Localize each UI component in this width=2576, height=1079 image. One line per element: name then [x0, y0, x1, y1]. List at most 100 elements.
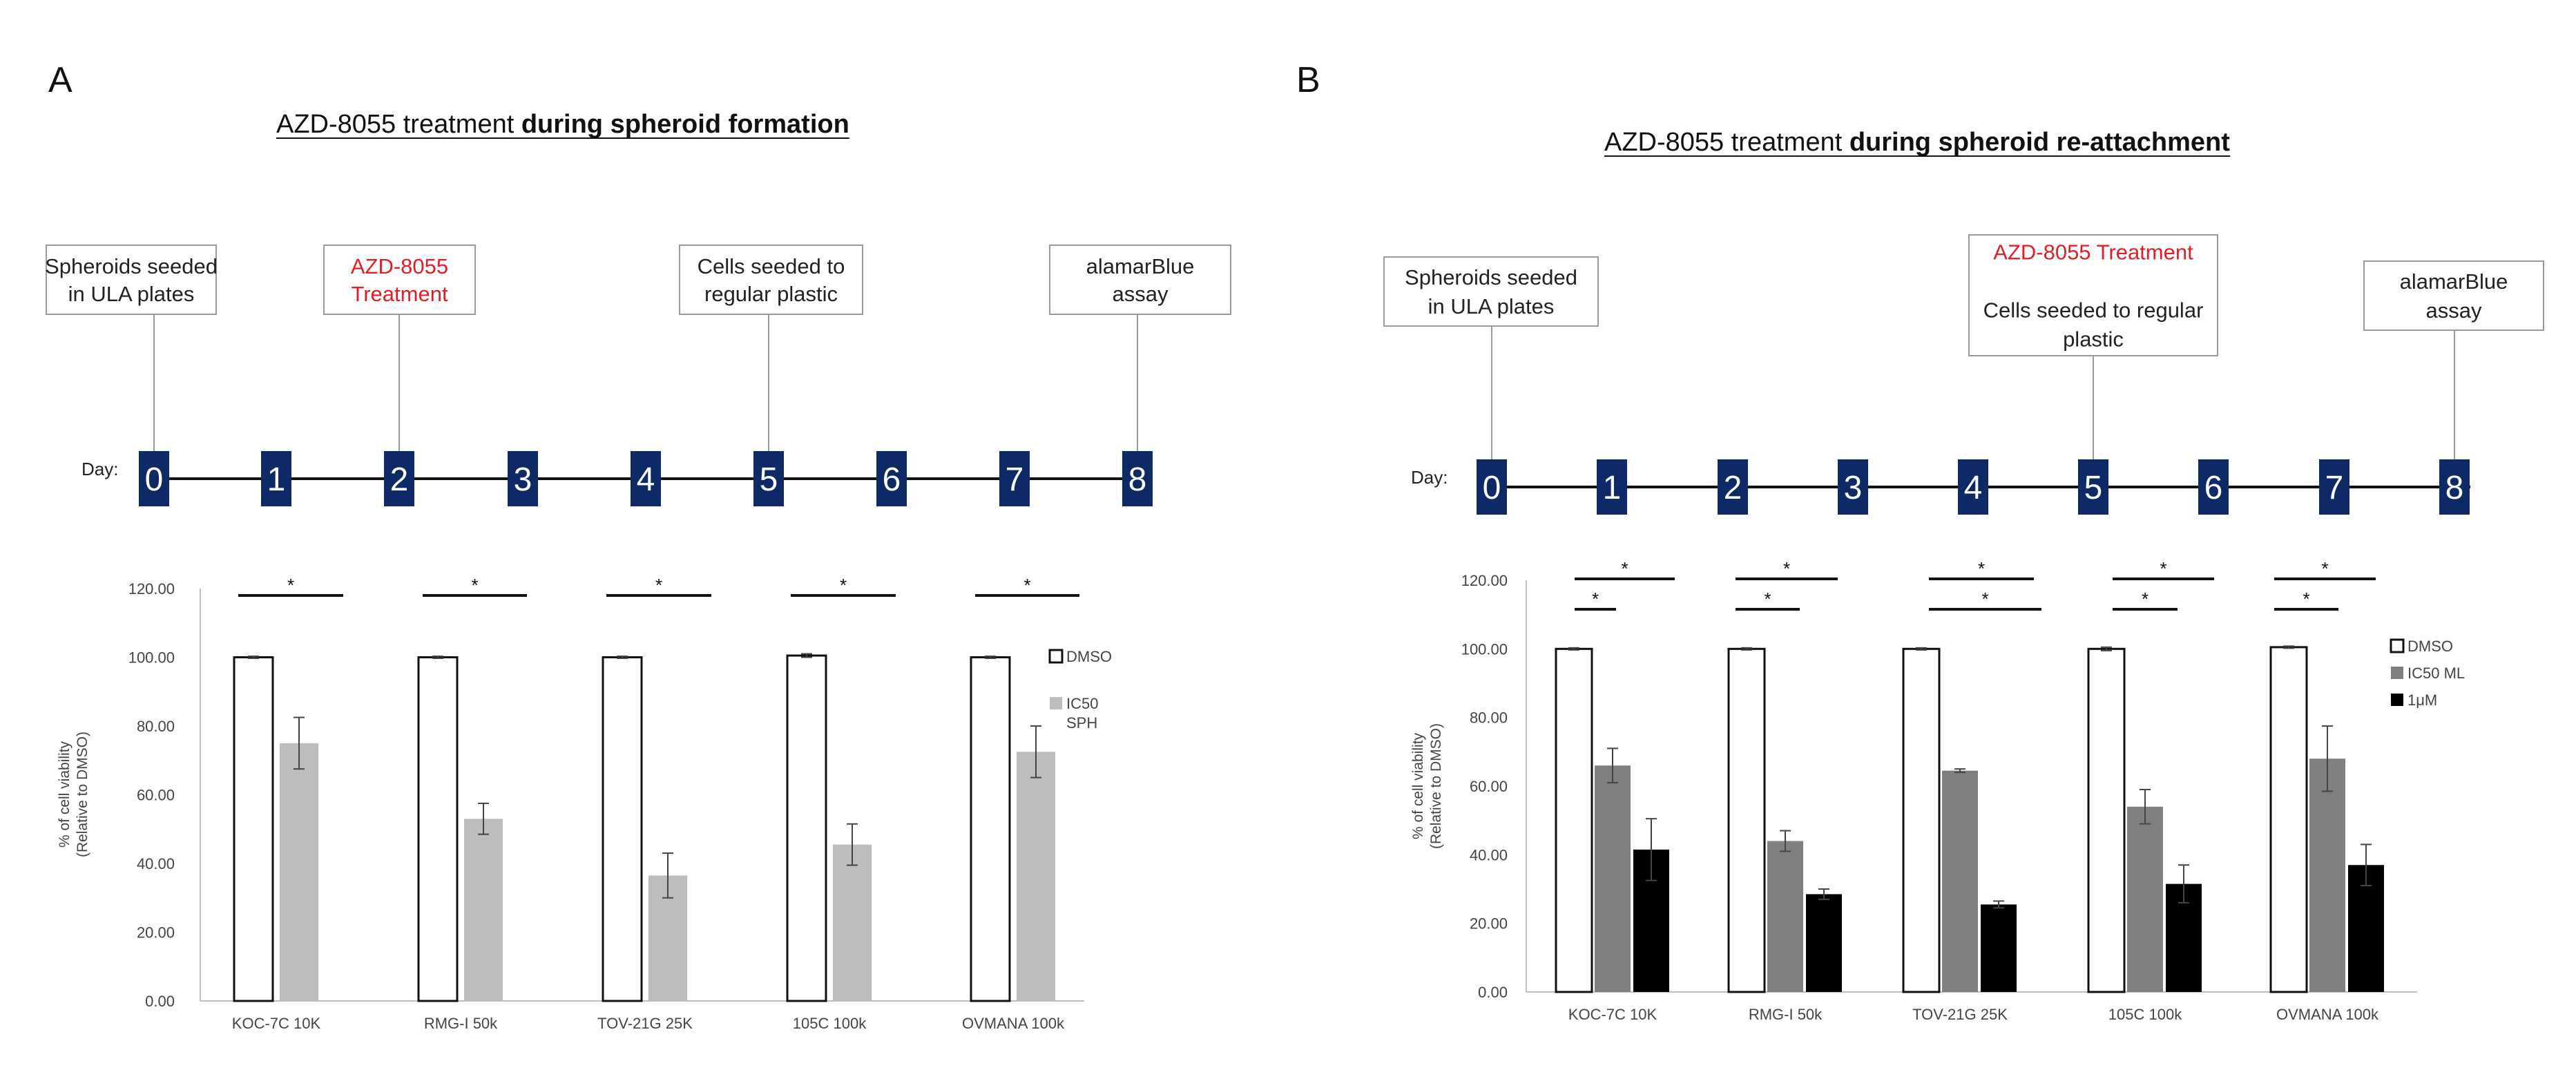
legend-label: DMSO [2407, 638, 2453, 655]
bar-ic50-sph [280, 743, 318, 1001]
error-bar [2178, 864, 2189, 904]
day-number: 4 [637, 461, 655, 498]
category-label: KOC-7C 10K [1568, 1006, 1657, 1023]
day-number: 2 [1724, 470, 1742, 506]
bar-dmso [1902, 647, 1941, 993]
bar-dmso [786, 654, 827, 1002]
error-bar [2140, 788, 2151, 825]
bar-dmso [602, 656, 643, 1002]
legend-swatch [2391, 667, 2403, 679]
timeline-event-text: in ULA plates [68, 282, 195, 306]
timeline-event-text: alamarBlue [2400, 269, 2508, 294]
error-bar [248, 656, 259, 659]
significance-star: * [1621, 558, 1628, 579]
y-tick-label: 40.00 [137, 855, 175, 872]
significance-star: * [840, 575, 847, 595]
significance-marker: * [2274, 589, 2338, 611]
day-number: 7 [2325, 470, 2344, 506]
y-axis-label: (Relative to DMSO) [1428, 723, 1444, 849]
significance-star: * [1023, 575, 1030, 595]
significance-star: * [2321, 558, 2328, 579]
legend: DMSO IC50 SPH [1048, 648, 1112, 732]
day-marker-7 [999, 451, 1030, 506]
timeline-event-box [1383, 256, 1599, 327]
day-marker-2 [1718, 459, 1748, 515]
panel-title-bold: during spheroid formation [521, 110, 849, 139]
error-bar [294, 716, 305, 770]
day-marker-2 [384, 451, 414, 506]
day-marker-3 [1838, 459, 1868, 515]
significance-marker: * [423, 575, 527, 597]
category-label: 105C 100k [793, 1015, 867, 1032]
day-number: 8 [2445, 470, 2464, 506]
error-bar [1780, 830, 1791, 852]
y-axis-label: % of cell viability [57, 741, 73, 848]
bar-ic50-sph [833, 844, 872, 1001]
timeline-event-text: Cells seeded to [698, 254, 845, 278]
timeline-event-text: Treatment [351, 282, 448, 306]
legend-label: 1μM [2407, 691, 2437, 709]
day-marker-0 [1477, 459, 1507, 515]
panel-title-normal: AZD-8055 treatment [276, 110, 521, 139]
error-bar [1818, 888, 1829, 900]
timeline-event-text: regular plastic [704, 282, 838, 306]
category-label: OVMANA 100k [2276, 1006, 2379, 1023]
significance-marker: * [791, 575, 896, 597]
day-marker-7 [2319, 459, 2349, 515]
day-number: 3 [514, 461, 532, 498]
legend-swatch [2390, 638, 2405, 653]
y-tick-label: 120.00 [1461, 572, 1508, 589]
legend-label: SPH [1066, 714, 1097, 732]
significance-star: * [1981, 589, 1988, 609]
significance-star: * [1783, 558, 1790, 579]
legend-label: IC50 [1066, 695, 1098, 712]
category-label: TOV-21G 25K [1912, 1006, 2008, 1023]
y-axis-label: % of cell viability [1410, 732, 1426, 839]
y-tick-label: 20.00 [1470, 915, 1508, 933]
timeline-event-box [679, 245, 863, 315]
timeline-event-text: in ULA plates [1428, 294, 1555, 318]
error-bar [1954, 768, 1965, 774]
day-marker-0 [139, 451, 169, 506]
panel-title-normal: AZD-8055 treatment [1604, 128, 1849, 157]
timeline-event-text: AZD-8055 Treatment [1993, 240, 2193, 265]
bar-dmso [233, 656, 274, 1002]
panel-a: A AZD-8055 treatment during spheroid form… [45, 60, 1231, 506]
error-bar [662, 852, 673, 899]
day-marker-1 [1597, 459, 1627, 515]
significance-marker: * [975, 575, 1079, 597]
y-tick-label: 80.00 [1470, 709, 1508, 727]
error-bar [801, 653, 812, 658]
category-label: RMG-I 50k [1749, 1006, 1823, 1023]
timeline-event-box [1049, 245, 1231, 315]
legend: DMSO IC50 ML 1μM [2390, 638, 2465, 709]
bar-ic50-ml [2309, 758, 2345, 992]
day-number: 8 [1128, 461, 1147, 498]
day-number: 7 [1006, 461, 1024, 498]
day-number: 3 [1844, 470, 1863, 506]
bar-dmso [417, 656, 459, 1002]
y-tick-label: 100.00 [128, 649, 175, 667]
panel-title: AZD-8055 treatment during spheroid forma… [276, 110, 849, 139]
legend-label: DMSO [1066, 648, 1112, 665]
day-marker-6 [876, 451, 907, 506]
error-bar [1568, 647, 1579, 651]
day-number: 5 [2084, 470, 2103, 506]
bar-dmso [970, 656, 1011, 1002]
day-number: 1 [1603, 470, 1622, 506]
day-number: 4 [1964, 470, 1983, 506]
day-number: 0 [1483, 470, 1501, 506]
day-marker-8 [1122, 451, 1153, 506]
y-tick-label: 120.00 [128, 580, 175, 598]
significance-marker: * [2113, 558, 2214, 580]
significance-star: * [1592, 589, 1599, 609]
bar-1-m [1981, 904, 2017, 992]
day-marker-1 [261, 451, 291, 506]
significance-star: * [2303, 589, 2309, 609]
bar-ic50-ml [1942, 770, 1978, 992]
category-label: RMG-I 50k [424, 1015, 498, 1032]
bar-ic50-ml [2127, 806, 2163, 992]
legend-swatch [2391, 694, 2403, 706]
y-tick-label: 100.00 [1461, 640, 1508, 658]
